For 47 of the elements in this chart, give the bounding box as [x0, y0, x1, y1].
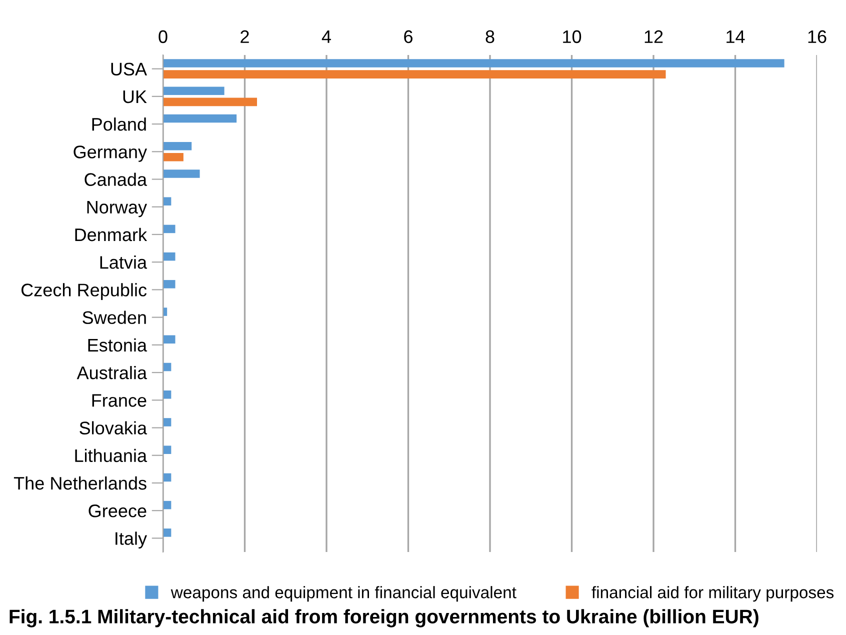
x-tick-label: 16 [808, 30, 826, 44]
x-tick-label: 8 [486, 30, 494, 44]
y-tick-label: France [92, 394, 146, 407]
bar [163, 224, 176, 234]
y-tick-label: Slovakia [80, 421, 148, 434]
x-tick-label: 2 [240, 30, 249, 43]
x-tick-label: 14 [726, 30, 745, 43]
x-tick-label: 10 [563, 30, 582, 44]
caption: Fig. 1.5.1 Military-technical aid from foreign governments to Ukraine (billion EUR) [10, 609, 758, 628]
y-tick-label: Estonia [88, 338, 148, 352]
y-tick-label: The Netherlands [14, 476, 146, 490]
bar [163, 390, 172, 399]
y-tick-label: Czech Republic [22, 283, 147, 300]
y-tick-label: Denmark [75, 228, 148, 242]
y-tick-label: Poland [92, 117, 146, 131]
bar [163, 70, 666, 78]
y-tick-label: Australia [76, 366, 148, 380]
bar [163, 142, 192, 150]
x-tick-label: 0 [158, 30, 168, 44]
bar [163, 280, 176, 288]
bar [163, 170, 200, 178]
bar [163, 528, 172, 537]
bar [163, 153, 184, 162]
bar [163, 98, 258, 106]
y-tick-label: Germany [74, 146, 147, 162]
bar [163, 418, 172, 426]
legend-label: weapons and equipment in financial equivalent [170, 586, 516, 602]
y-tick-label: Norway [87, 200, 147, 218]
bar [163, 86, 224, 96]
y-tick-label: Latvia [100, 256, 148, 269]
y-tick-label: Sweden [82, 310, 146, 324]
bar [163, 59, 784, 68]
y-tick-label: Canada [84, 172, 148, 186]
x-tick-label: 4 [322, 30, 331, 43]
y-tick-label: Lithuania [75, 448, 148, 462]
y-tick-label: UK [123, 90, 147, 104]
bar [163, 446, 172, 454]
bar [163, 114, 237, 123]
y-tick-label: USA [111, 62, 147, 76]
legend-label: financial aid for military purposes [592, 586, 834, 602]
bar [163, 197, 172, 206]
x-tick-label: 12 [644, 30, 663, 43]
y-tick-label: Greece [88, 504, 146, 518]
bar [163, 335, 176, 344]
y-tick-label: Italy [116, 532, 147, 548]
bar [163, 252, 176, 261]
x-tick-label: 6 [404, 30, 412, 44]
